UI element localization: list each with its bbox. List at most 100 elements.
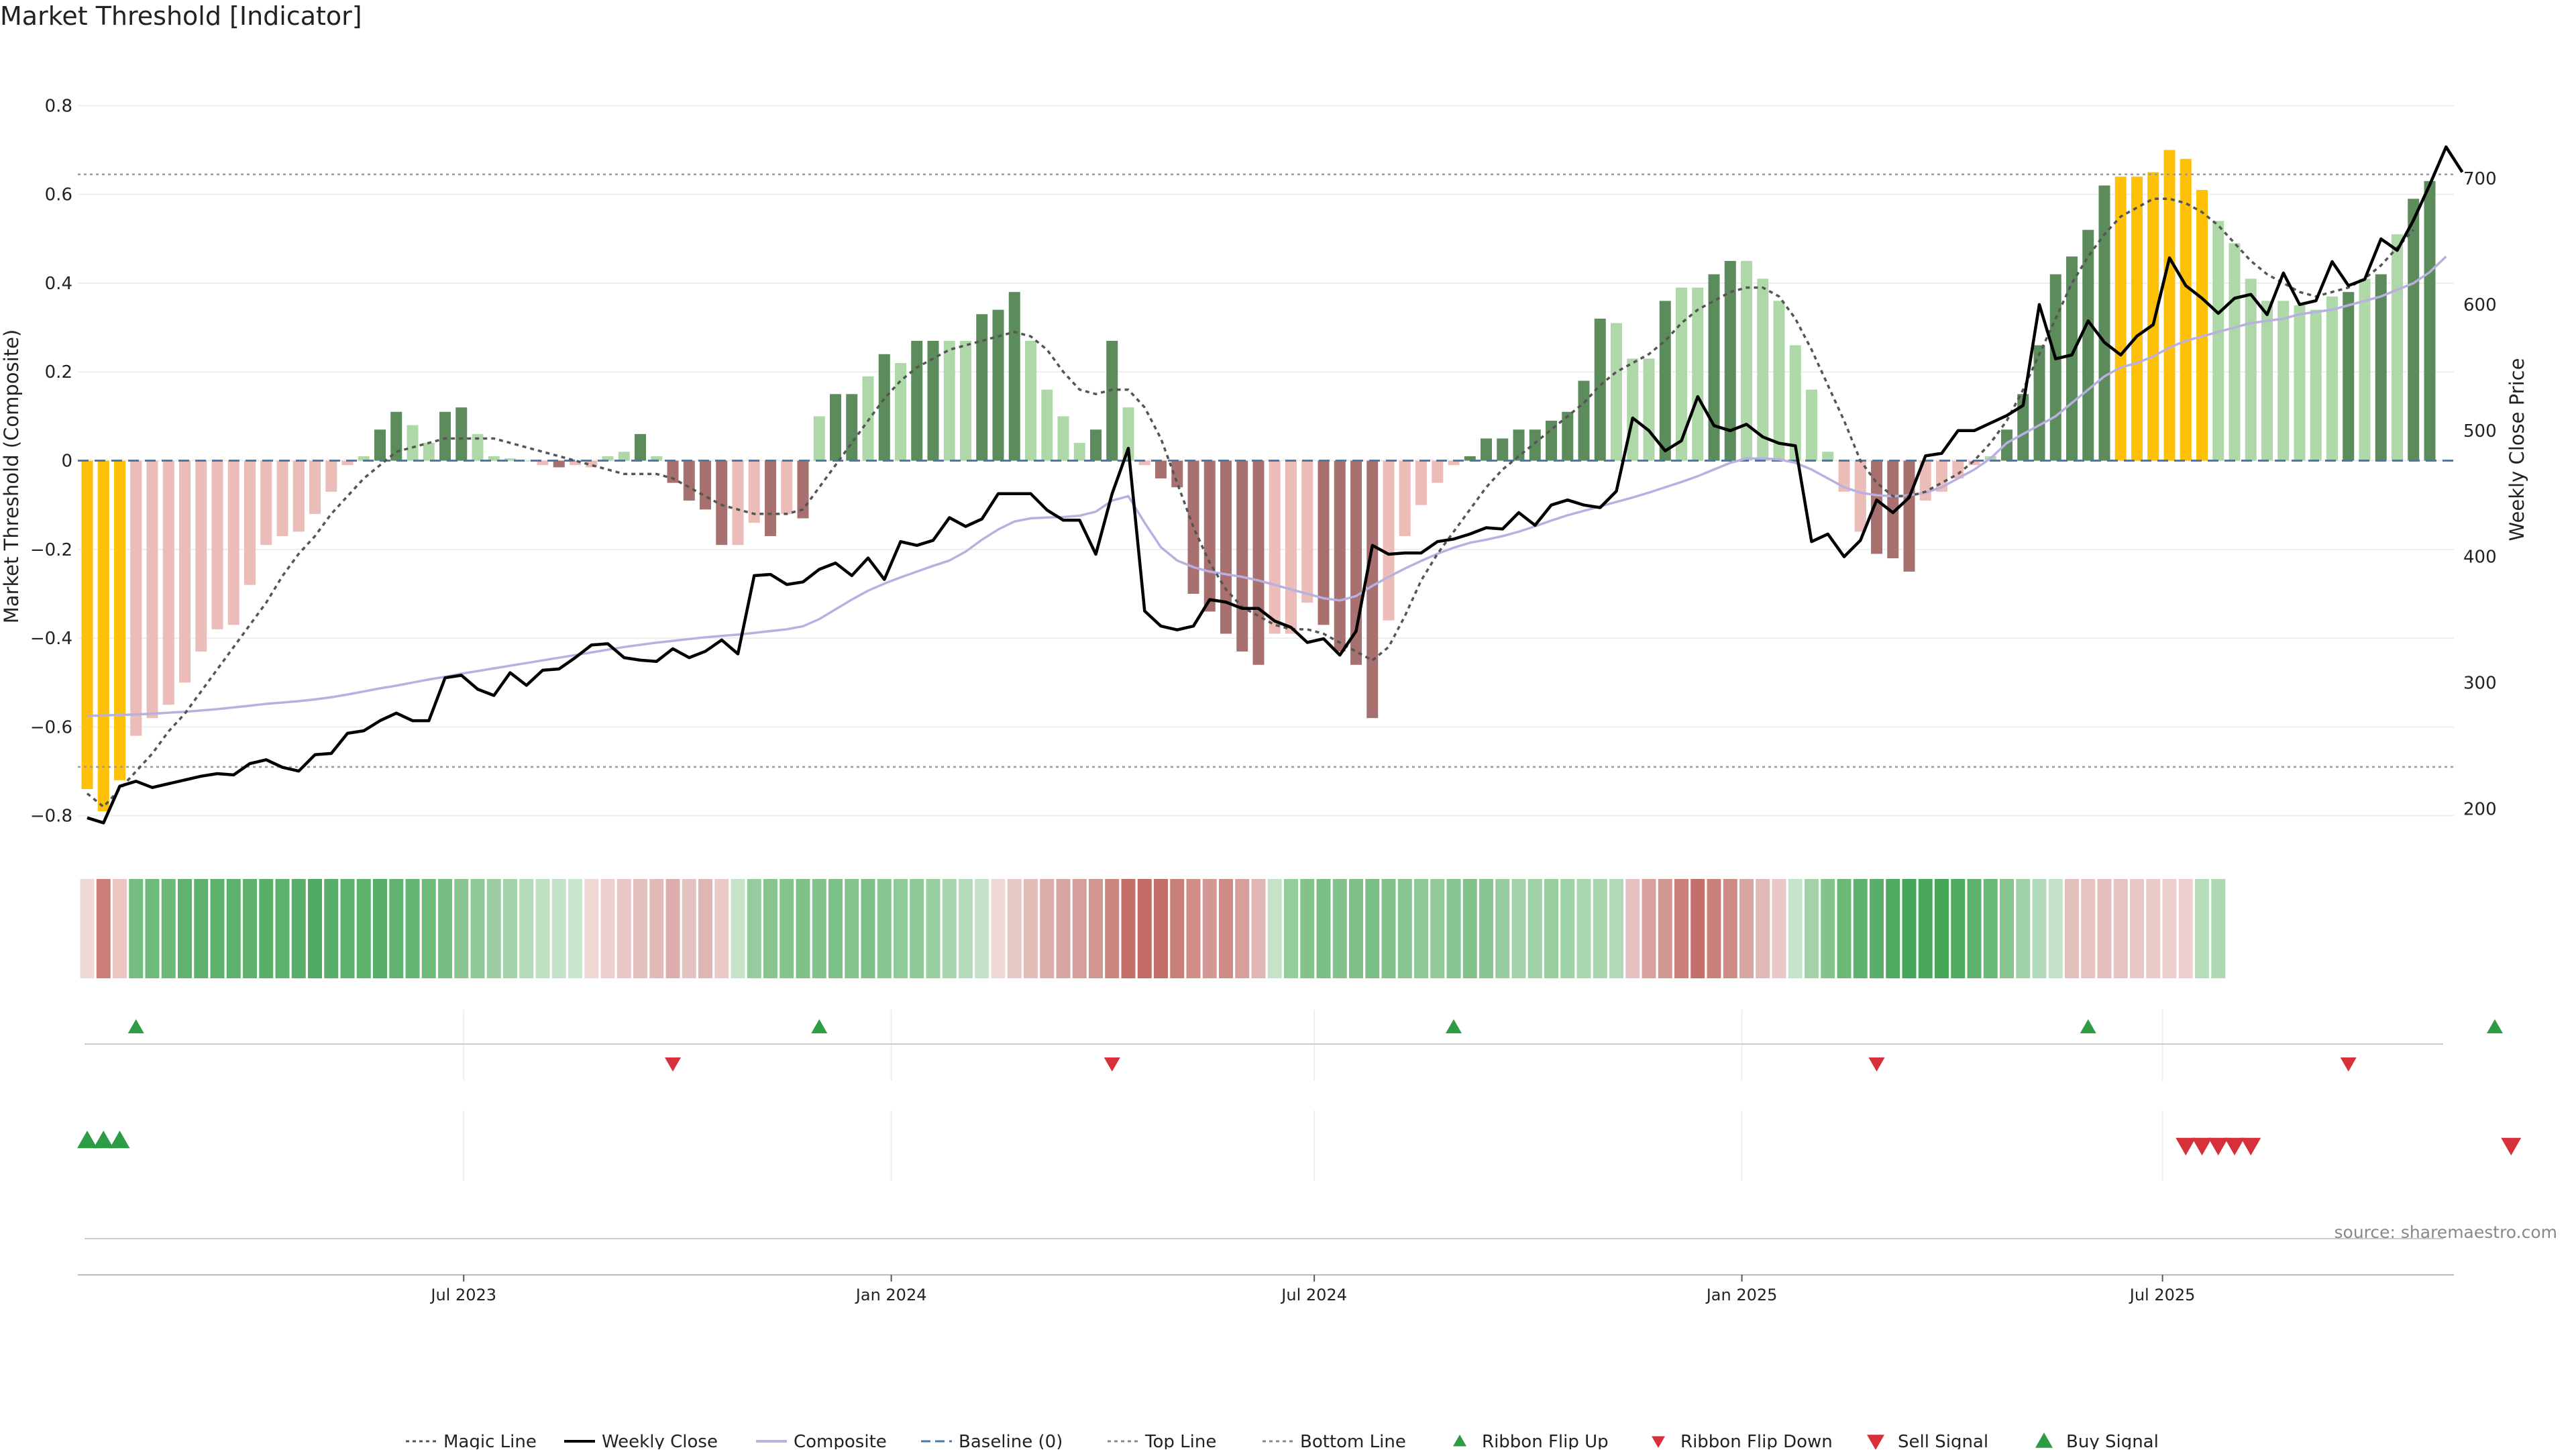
- ribbon-cell: [649, 879, 664, 978]
- composite-bar: [1611, 323, 1622, 461]
- x-tick-label: Jul 2025: [2129, 1286, 2196, 1304]
- ribbon-cell: [665, 879, 680, 978]
- composite-bar: [1203, 460, 1216, 612]
- ribbon-cell: [1332, 879, 1347, 978]
- ribbon-cell: [1870, 879, 1884, 978]
- composite-bar: [309, 460, 321, 514]
- ribbon-cell: [926, 879, 941, 978]
- ribbon-cell: [1235, 879, 1250, 978]
- signal-rows: [77, 1019, 2522, 1276]
- ribbon-cell: [1935, 879, 1949, 978]
- composite-bar: [1236, 460, 1248, 652]
- composite-bar: [2082, 229, 2094, 461]
- composite-bar: [960, 340, 971, 461]
- ribbon-cell: [2097, 879, 2112, 978]
- composite-bar: [97, 460, 109, 812]
- ribbon-cell: [633, 879, 647, 978]
- composite-bar: [2196, 190, 2208, 461]
- ribbon-cell: [1365, 879, 1380, 978]
- ribbon-cell: [178, 879, 192, 978]
- composite-bar: [1122, 407, 1134, 461]
- composite-bar: [1952, 460, 1964, 478]
- composite-bar: [1659, 301, 1671, 461]
- composite-bar: [1025, 340, 1036, 461]
- composite-bar: [1301, 460, 1313, 603]
- ribbon-cell: [373, 879, 387, 978]
- composite-bar: [195, 460, 207, 652]
- y-tick-label: −0.6: [30, 717, 72, 737]
- ribbon-flip-up-marker: [1446, 1019, 1462, 1033]
- composite-bar: [2212, 221, 2224, 461]
- composite-bar: [765, 460, 776, 536]
- y-tick-label: −0.8: [30, 807, 72, 827]
- composite-bar: [1448, 460, 1460, 466]
- ribbon-cell: [1527, 879, 1542, 978]
- ribbon-cell: [405, 879, 420, 978]
- composite-bar: [553, 460, 565, 468]
- ribbon-cell: [129, 879, 144, 978]
- composite-bar: [1187, 460, 1199, 594]
- ribbon-cell: [1690, 879, 1705, 978]
- composite-bar: [618, 452, 630, 461]
- composite-bar: [570, 460, 581, 466]
- ribbon-cell: [714, 879, 729, 978]
- composite-bar: [1578, 380, 1590, 461]
- ribbon-cell: [2195, 879, 2209, 978]
- ribbon-cell: [1918, 879, 1933, 978]
- sell-signal-marker: [2208, 1137, 2229, 1155]
- composite-bar: [1529, 429, 1541, 461]
- ribbon-cell: [1772, 879, 1786, 978]
- buy-signal-marker: [77, 1131, 97, 1149]
- ribbon-cell: [894, 879, 908, 978]
- ribbon-cell: [1089, 879, 1103, 978]
- ribbon-cell: [796, 879, 810, 978]
- ribbon-cell: [421, 879, 436, 978]
- legend-label-flipup: Ribbon Flip Up: [1482, 1432, 1609, 1449]
- composite-bar: [81, 460, 93, 790]
- y-right-tick-label: 700: [2463, 169, 2497, 189]
- ribbon-cell: [1967, 879, 1982, 978]
- composite-bar: [1220, 460, 1232, 634]
- y-tick-label: −0.2: [30, 540, 72, 560]
- composite-bar: [683, 460, 695, 501]
- ribbon-cell: [1479, 879, 1493, 978]
- composite-bar: [211, 460, 223, 629]
- ribbon-cell: [1902, 879, 1917, 978]
- ribbon-cell: [1593, 879, 1607, 978]
- composite-bar: [1041, 389, 1053, 461]
- ribbon-cell: [1886, 879, 1900, 978]
- ribbon-cell: [763, 879, 777, 978]
- composite-bar: [1106, 340, 1118, 461]
- composite-bar: [1497, 438, 1509, 461]
- composite-bar: [1903, 460, 1915, 572]
- y-right-tick-label: 200: [2463, 800, 2497, 820]
- composite-bar: [1155, 460, 1167, 478]
- y-tick-label: 0.2: [45, 362, 72, 382]
- composite-bar: [895, 363, 906, 461]
- composite-bar: [374, 429, 386, 461]
- composite-bar: [1057, 416, 1069, 461]
- ribbon-cell: [1609, 879, 1623, 978]
- composite-bar: [2424, 180, 2436, 461]
- ribbon-cell: [2016, 879, 2031, 978]
- composite-line: [87, 256, 2447, 717]
- composite-bar: [2375, 274, 2387, 461]
- composite-bar: [2180, 158, 2192, 461]
- ribbon-cell: [584, 879, 599, 978]
- ribbon-cell: [324, 879, 339, 978]
- composite-bar: [227, 460, 239, 625]
- composite-bar: [2049, 274, 2061, 461]
- source-note: source: sharemaestro.com: [2334, 1223, 2558, 1242]
- composite-bar: [1073, 443, 1085, 461]
- composite-bar: [260, 460, 272, 546]
- composite-bar: [716, 460, 728, 546]
- composite-bar: [1334, 460, 1346, 652]
- chart-title: Market Threshold [Indicator]: [0, 1, 362, 31]
- composite-bar: [976, 314, 988, 461]
- composite-bar: [813, 416, 825, 461]
- composite-bar: [1773, 301, 1785, 461]
- ribbon-cell: [942, 879, 957, 978]
- ribbon-cell: [1316, 879, 1331, 978]
- composite-bar: [2326, 296, 2338, 461]
- composite-bar: [2261, 301, 2273, 461]
